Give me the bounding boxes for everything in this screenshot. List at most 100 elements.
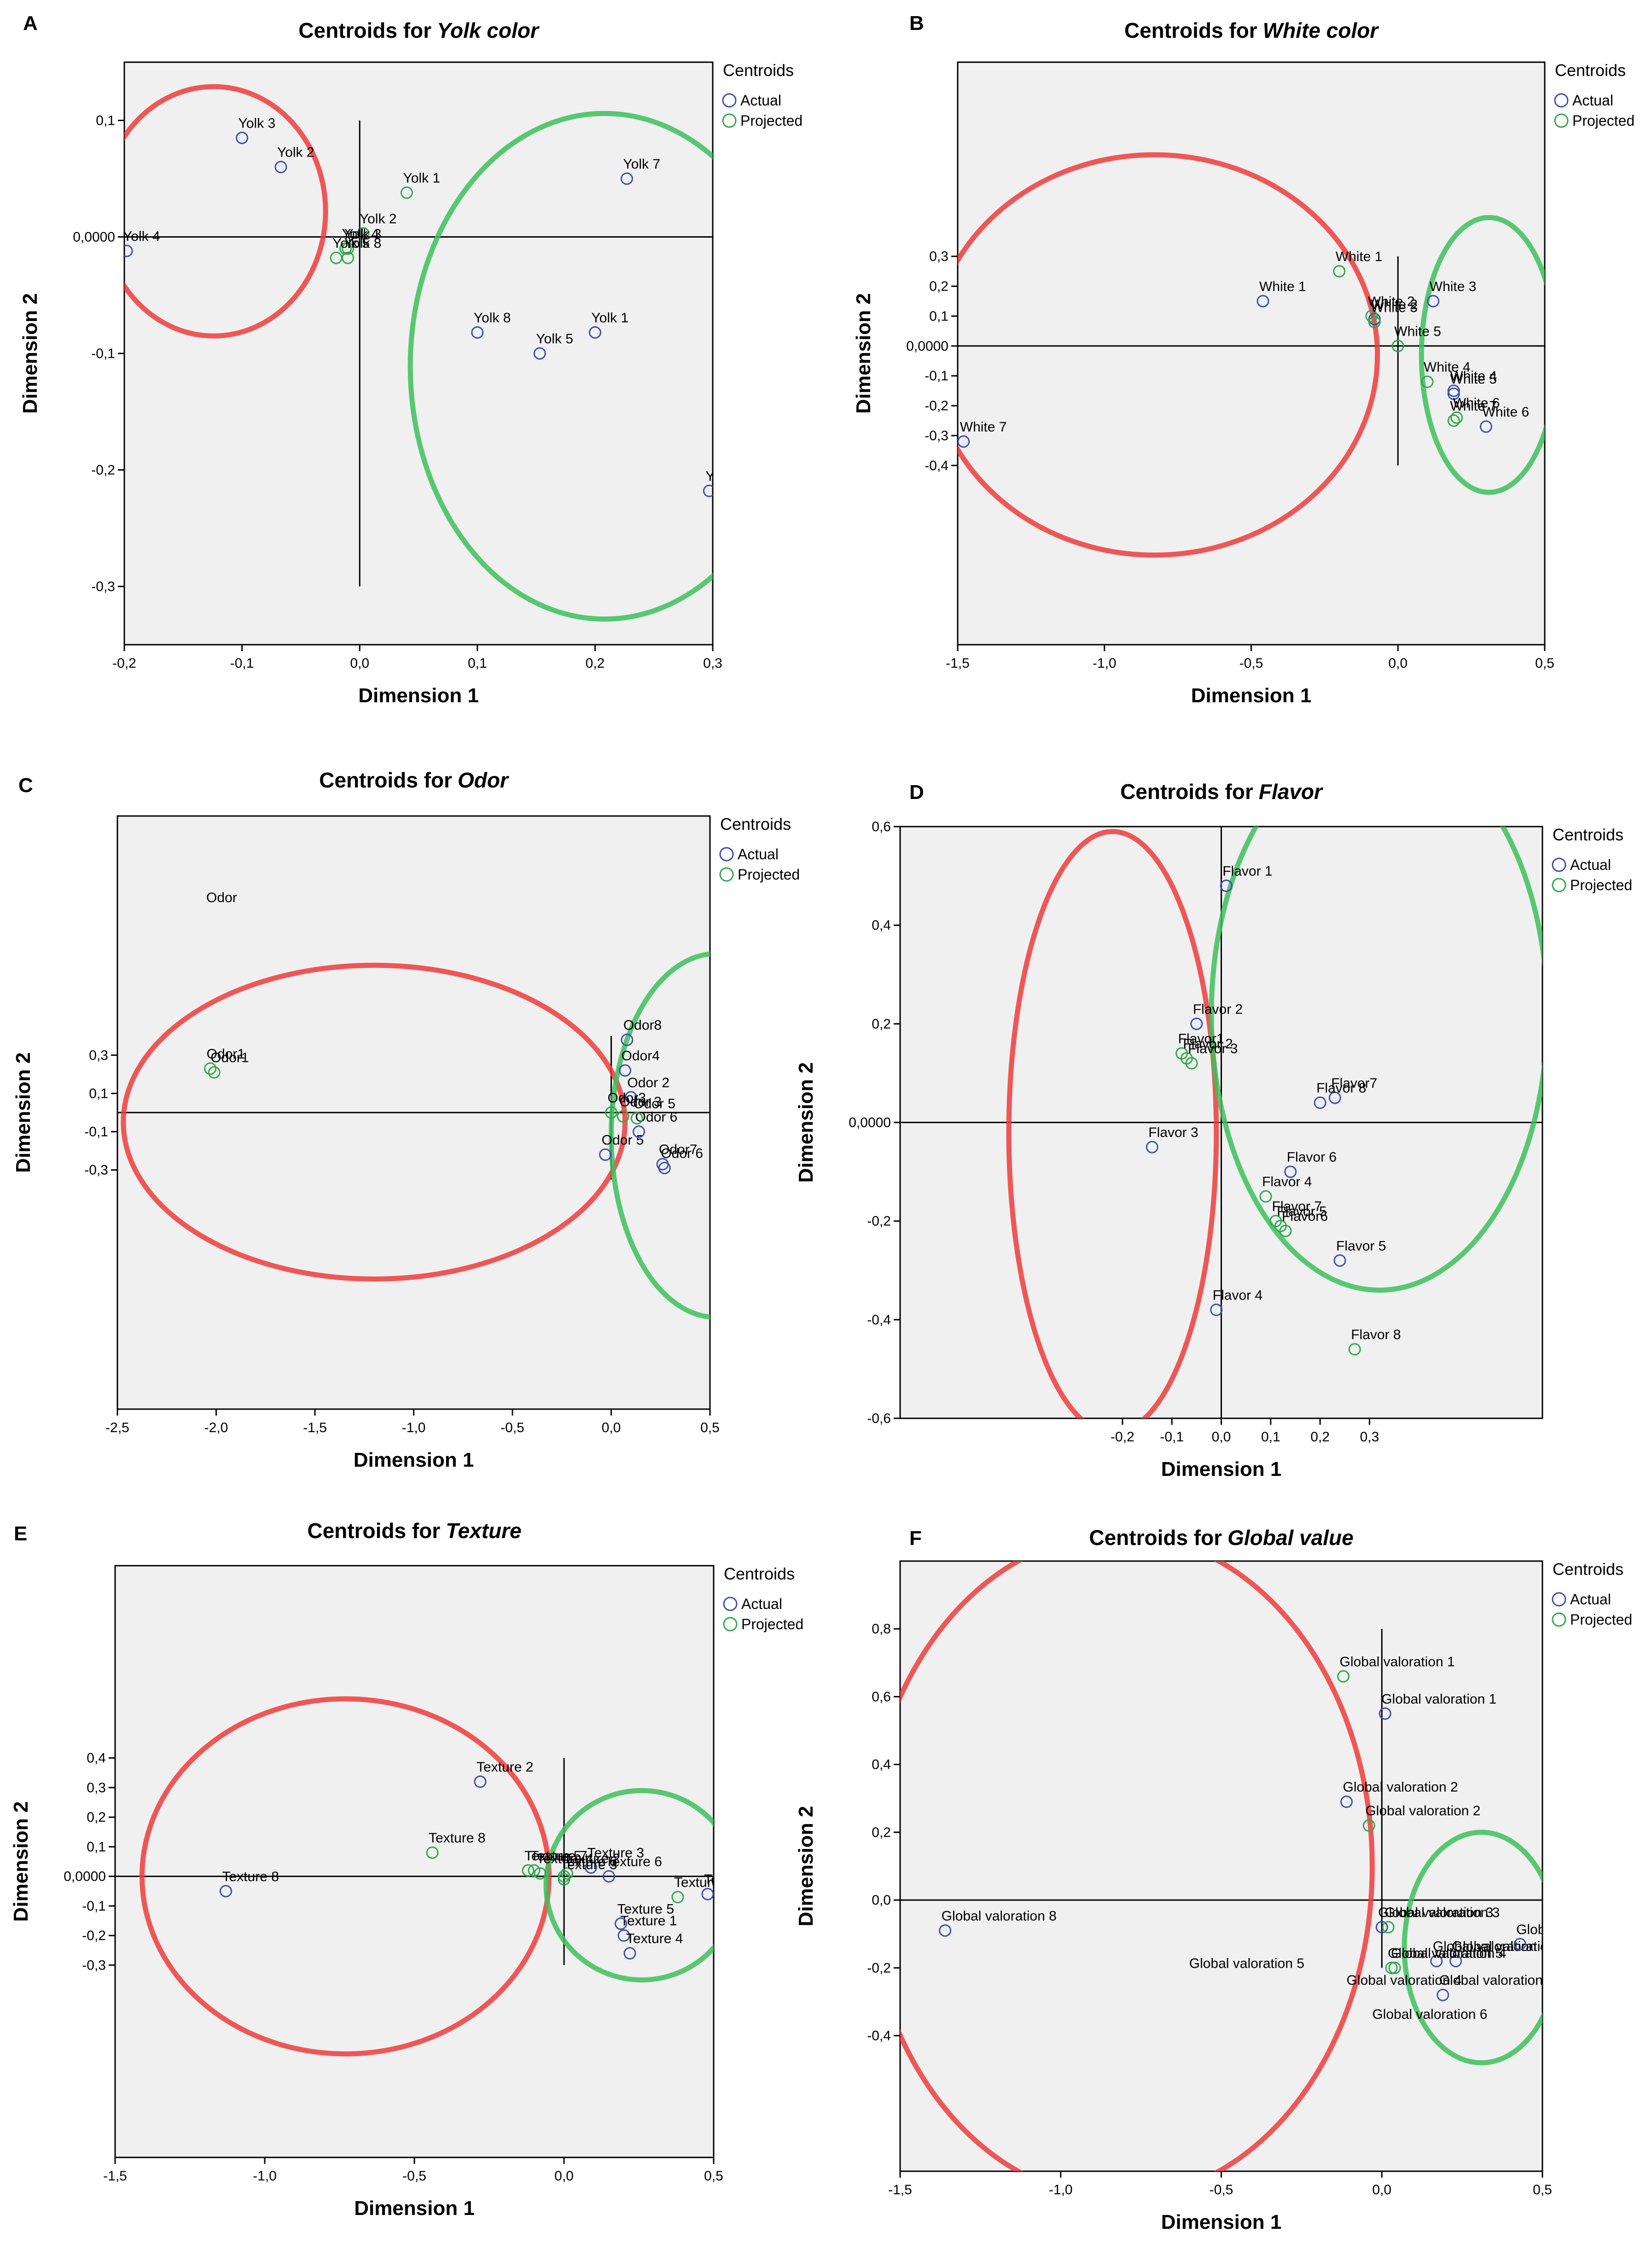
y-tick-label: -0,3 — [84, 1163, 108, 1178]
y-tick-label: 0,6 — [872, 1689, 891, 1704]
x-axis-label: Dimension 1 — [1161, 1458, 1282, 1480]
projected-point-label: Flavor 3 — [1188, 1041, 1238, 1056]
actual-point — [615, 1917, 627, 1930]
y-axis-label: Dimension 2 — [795, 1062, 817, 1183]
projected-point — [330, 251, 343, 264]
panel-letter: A — [23, 12, 38, 35]
chart-panel-f: F Centroids for Global value Global valorat… — [795, 1526, 1632, 2233]
actual-point-label: Texture 8 — [222, 1869, 279, 1884]
legend-actual-label: Actual — [740, 92, 781, 109]
panel-letter: D — [909, 781, 924, 804]
legend-projected-marker — [1554, 113, 1569, 128]
y-tick-label: 0,8 — [872, 1621, 891, 1637]
chart-title: Centroids for Texture — [307, 1519, 521, 1543]
x-axis-label: Dimension 1 — [354, 1449, 474, 1471]
chart-title-prefix: Centroids for — [307, 1519, 440, 1543]
actual-point — [220, 1885, 232, 1898]
chart-title: Centroids for Flavor — [1120, 780, 1323, 804]
actual-point — [1220, 880, 1233, 892]
projected-point — [1365, 309, 1378, 322]
actual-point-label: Flavor 6 — [1287, 1150, 1337, 1165]
actual-point — [1480, 420, 1492, 433]
y-tick-label: 0,0000 — [906, 338, 948, 354]
projected-point — [339, 242, 352, 255]
actual-point — [703, 484, 713, 497]
x-tick-label: -0,5 — [500, 1420, 524, 1435]
projected-point-label: Flavor 4 — [1262, 1174, 1312, 1189]
actual-point-label: Texture 1 — [620, 1913, 677, 1929]
actual-point — [619, 1064, 632, 1077]
y-axis-label: Dimension 2 — [12, 1052, 35, 1173]
x-tick-label: 0,0 — [1372, 2182, 1391, 2197]
actual-point-label: Flavor 1 — [1222, 864, 1272, 879]
x-tick-label: 0,0 — [350, 656, 369, 671]
x-tick-label: 0,5 — [700, 1420, 720, 1435]
actual-point — [124, 245, 133, 257]
projected-point — [1362, 1819, 1375, 1832]
projected-point — [426, 1846, 439, 1859]
y-tick-label: 0,0000 — [849, 1115, 891, 1131]
y-tick-label: 0,4 — [87, 1751, 106, 1766]
y-axis-label: Dimension 2 — [19, 293, 41, 414]
actual-point-label: Texture 6 — [605, 1854, 662, 1870]
x-tick-label: -1,0 — [1093, 656, 1117, 671]
actual-point — [585, 1861, 597, 1874]
projected-point-label: Flavor 5 — [1277, 1204, 1326, 1219]
actual-point-label: Yolk 3 — [238, 116, 276, 131]
x-tick-label: -0,2 — [1111, 1429, 1134, 1445]
legend-title: Centroids — [1553, 825, 1623, 844]
x-tick-label: 0,1 — [1261, 1429, 1280, 1445]
projected-point-label: White 4 — [1424, 360, 1471, 375]
x-tick-label: -2,0 — [204, 1420, 228, 1435]
x-tick-label: -1,5 — [303, 1420, 327, 1435]
actual-point — [617, 1929, 630, 1942]
legend-projected-label: Projected — [1570, 877, 1632, 893]
y-tick-label: 0,1 — [87, 1839, 106, 1854]
projected-point-label: Odor1 — [210, 1050, 249, 1066]
chart-title-italic: Yolk color — [437, 18, 540, 42]
y-tick-label: -0,2 — [867, 1960, 891, 1976]
legend-projected-marker — [1552, 1612, 1566, 1627]
legend-projected-marker — [719, 867, 734, 882]
actual-point-label: White 3 — [1430, 279, 1477, 294]
y-tick-label: -0,6 — [867, 1411, 891, 1426]
x-tick-label: -0,1 — [230, 656, 254, 671]
actual-point-label: White 5 — [1450, 372, 1497, 387]
y-tick-label: 0,2 — [872, 1825, 891, 1840]
legend-actual-marker — [719, 847, 734, 862]
projected-point — [534, 1867, 547, 1880]
actual-point-label: Global valoration 6 — [1439, 1973, 1554, 1988]
projected-point — [1279, 1224, 1292, 1237]
legend-actual-label: Actual — [741, 1596, 782, 1612]
actual-point-label: Odor 6 — [635, 1110, 678, 1125]
projected-point-label: White 3 — [1371, 300, 1418, 315]
projected-point-label: Flavor 8 — [1351, 1327, 1401, 1342]
legend-actual-label: Actual — [1570, 1591, 1611, 1608]
actual-point-label: Odor 6 — [661, 1146, 703, 1161]
panel-letter: C — [18, 774, 33, 797]
actual-point-label: Yolk 6 — [705, 469, 743, 484]
y-tick-label: 0,3 — [929, 249, 948, 264]
x-axis-label: Dimension 1 — [354, 2197, 475, 2220]
x-tick-label: 0,0 — [602, 1420, 621, 1435]
actual-point-label: Odor8 — [623, 1018, 662, 1033]
actual-point — [939, 1924, 952, 1937]
actual-point — [1333, 1254, 1346, 1267]
projected-point-label: Texture 1 — [674, 1875, 731, 1890]
actual-point — [236, 131, 249, 144]
green-cluster-ellipse — [609, 951, 710, 1320]
y-tick-label: -0,1 — [84, 1125, 108, 1140]
legend-actual-marker — [722, 93, 737, 108]
legend-actual-label: Actual — [1570, 857, 1611, 873]
actual-point-label: Flavor7 — [1331, 1076, 1377, 1091]
projected-point — [561, 1867, 573, 1880]
chart-title: Centroids for Global value — [1089, 1526, 1353, 1550]
legend-actual-label: Actual — [738, 846, 779, 863]
projected-point-label: Flavor1 — [1178, 1032, 1224, 1047]
projected-point-label: Flavor6 — [1282, 1209, 1328, 1224]
